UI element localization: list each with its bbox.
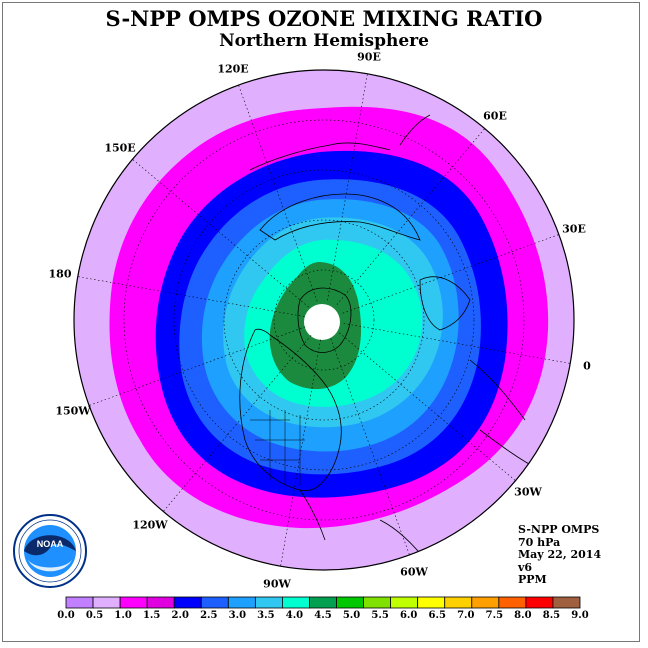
colorbar-swatch	[146, 596, 175, 609]
info-box: S-NPP OMPS 70 hPa May 22, 2014 v6 PPM	[518, 523, 602, 587]
noaa-logo: NOAA	[13, 514, 87, 588]
colorbar-tick-label: 3.0	[228, 610, 247, 621]
lon-label-150w: 150W	[55, 404, 91, 418]
coast-greenland	[297, 287, 352, 353]
colorbar-tick-label: 4.0	[285, 610, 304, 621]
coast-india	[399, 114, 431, 146]
colorbar	[65, 596, 581, 609]
map-boundary	[73, 69, 575, 571]
colorbar-swatch	[363, 596, 392, 609]
info-units: PPM	[518, 573, 547, 586]
colorbar-swatch	[119, 596, 148, 609]
colorbar-tick-label: 5.0	[342, 610, 361, 621]
colorbar-tick-label: 7.0	[457, 610, 475, 621]
colorbar-swatch	[336, 596, 364, 609]
lon-label-30e: 30E	[562, 222, 586, 236]
info-instrument: S-NPP OMPS	[518, 523, 600, 536]
colorbar-tick-label: 8.5	[542, 610, 561, 621]
colorbar-swatch	[92, 596, 121, 609]
colorbar-swatch	[498, 596, 527, 609]
info-version: v6	[518, 560, 533, 574]
colorbar-tick-label: 2.5	[200, 610, 218, 621]
map-subtitle: Northern Hemisphere	[219, 31, 429, 51]
lon-label-180: 180	[48, 267, 72, 281]
info-date: May 22, 2014	[518, 548, 602, 561]
coastlines	[239, 114, 541, 570]
colorbar-tick-label: 5.5	[371, 610, 389, 621]
colorbar-swatch	[282, 596, 310, 609]
latitude-circle	[273, 269, 375, 371]
latitude-circle	[223, 219, 425, 421]
lon-label-30w: 30W	[514, 485, 542, 499]
colorbar-tick-label: 6.5	[428, 610, 446, 621]
colorbar-swatch	[309, 596, 337, 609]
colorbar-tick-label: 7.5	[485, 610, 504, 621]
colorbar-swatch	[200, 596, 229, 609]
map-title: S-NPP OMPS OZONE MIXING RATIO	[105, 6, 543, 31]
info-level: 70 hPa	[518, 535, 561, 549]
colorbar-tick-label: 1.0	[114, 610, 132, 621]
colorbar-tick-label: 4.5	[314, 610, 332, 621]
colorbar-tick-label: 3.5	[257, 610, 275, 621]
svg-text:NOAA: NOAA	[37, 539, 64, 549]
colorbar-tick-label: 8.0	[514, 610, 532, 621]
lon-label-60e: 60E	[483, 109, 507, 123]
lon-label-150e: 150E	[104, 141, 136, 155]
coast-south-america	[379, 519, 441, 570]
colorbar-tick-label: 2.0	[171, 610, 189, 621]
colorbar-swatch	[227, 596, 256, 609]
lon-label-90w: 90W	[263, 577, 291, 591]
colorbar-swatch	[417, 596, 446, 609]
coast-asia	[259, 193, 421, 241]
colorbar-swatch	[471, 596, 500, 609]
figure-frame	[2, 2, 640, 642]
colorbar-tick-label: 1.5	[142, 610, 161, 621]
colorbar-swatch	[552, 596, 581, 609]
coast-north-america	[239, 328, 342, 491]
coast-east-asia	[249, 142, 391, 171]
lon-label-0: 0	[583, 359, 591, 373]
colorbar-swatch	[390, 596, 419, 609]
lon-label-60w: 60W	[400, 565, 428, 579]
lon-label-90e: 90E	[357, 50, 381, 64]
colorbar-swatch	[444, 596, 473, 609]
colorbar-swatch	[254, 596, 283, 609]
colorbar-tick-label: 0.5	[85, 610, 104, 621]
graticule	[77, 73, 571, 567]
latitude-circle	[123, 119, 525, 521]
colorbar-tick-label: 0.0	[57, 610, 75, 621]
coast-central-america	[299, 489, 326, 541]
lon-label-120w: 120W	[132, 518, 168, 532]
pole-hole	[304, 304, 340, 340]
lon-label-120e: 120E	[217, 62, 249, 76]
coast-us-states	[250, 410, 305, 485]
colorbar-tick-label: 6.0	[399, 610, 418, 621]
colorbar-swatch	[65, 596, 94, 609]
colorbar-swatch	[173, 596, 202, 609]
colorbar-swatch	[525, 596, 554, 609]
colorbar-tick-label: 9.0	[571, 610, 589, 621]
coast-europe	[419, 276, 471, 331]
latitude-circle	[173, 169, 475, 471]
